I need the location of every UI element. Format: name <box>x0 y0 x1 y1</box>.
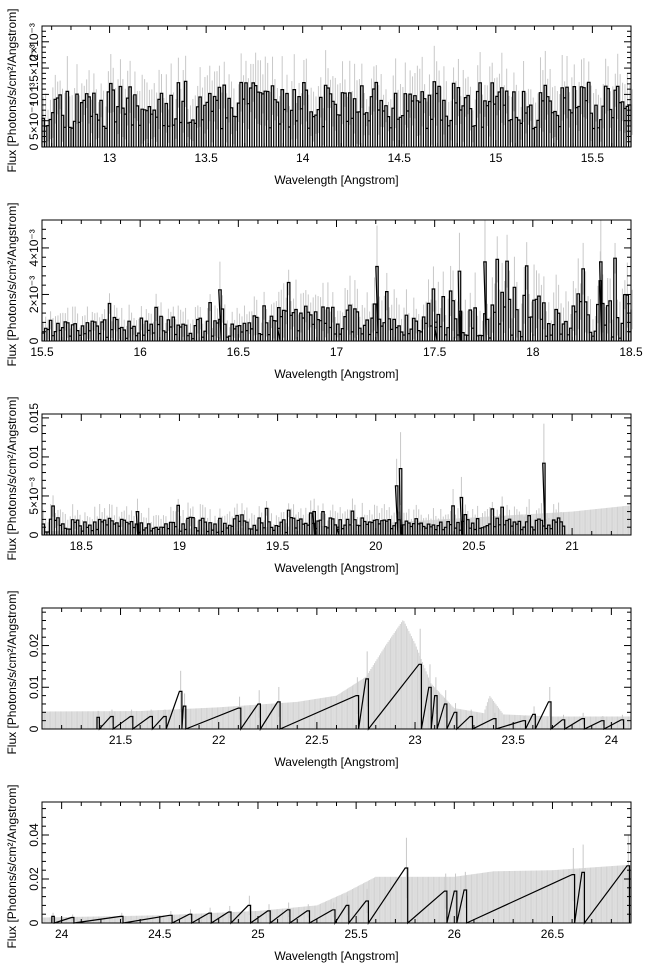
y-tick-label: 10⁻³ <box>27 83 41 107</box>
x-tick-label: 23.5 <box>502 733 526 747</box>
y-ticks <box>42 808 631 924</box>
y-tick-label: 0 <box>27 143 41 150</box>
x-tick-label: 23 <box>408 733 422 747</box>
x-tick-label: 17 <box>330 345 344 359</box>
spectrum-panel: 13 13.5 14 14.5 15 15.5 0 5×10⁻⁴10⁻³1.5×10⁻³2×1… <box>5 8 633 187</box>
x-tick-label: 21 <box>565 539 579 553</box>
model-envelope <box>42 864 631 923</box>
y-tick-label: 1.5×10⁻³ <box>27 44 41 91</box>
y-tick-label: 0.04 <box>27 823 41 847</box>
y-tick-label: 4×10⁻³ <box>27 229 41 266</box>
x-tick-label: 19 <box>173 539 187 553</box>
y-tick-label: 0.02 <box>27 867 41 891</box>
x-tick-label: 26.5 <box>541 927 565 941</box>
spectrum-panel: 21.5 22 22.5 23 23.5 24 0 0.01 0.02 Wavelength [A… <box>5 590 632 769</box>
y-ticks <box>42 417 631 536</box>
x-ticks <box>41 414 632 535</box>
x-axis-label: Wavelength [Angstrom] <box>274 949 398 963</box>
x-axis-label: Wavelength [Angstrom] <box>274 755 398 769</box>
y-tick-label: 0.015 <box>27 403 41 433</box>
x-ticks <box>51 26 632 147</box>
x-tick-label: 25 <box>251 927 265 941</box>
x-axis-label: Wavelength [Angstrom] <box>274 561 398 575</box>
data-histogram <box>41 80 632 147</box>
y-tick-label: 0 <box>27 725 41 732</box>
x-tick-label: 14 <box>296 151 310 165</box>
x-tick-label: 15.5 <box>30 345 54 359</box>
x-tick-label: 13.5 <box>194 151 218 165</box>
spectrum-panel: 18.5 19 19.5 20 20.5 21 0 5×10⁻³ 0.01 0.015 Wavele… <box>5 396 632 575</box>
y-axis-label: Flux [Photons/s/cm²/Angstrom] <box>5 202 19 366</box>
x-tick-label: 15 <box>489 151 503 165</box>
x-tick-label: 24 <box>605 733 619 747</box>
y-axis-label: Flux [Photons/s/cm²/Angstrom] <box>5 396 19 560</box>
x-ticks <box>41 220 632 341</box>
x-tick-label: 16 <box>133 345 147 359</box>
x-tick-label: 20.5 <box>462 539 486 553</box>
x-tick-label: 26 <box>448 927 462 941</box>
x-tick-label: 20 <box>369 539 383 553</box>
y-tick-label: 2×10⁻³ <box>27 23 41 60</box>
x-tick-label: 17.5 <box>423 345 447 359</box>
x-tick-label: 19.5 <box>266 539 290 553</box>
x-tick-label: 22 <box>212 733 226 747</box>
y-ticks <box>42 219 631 342</box>
y-tick-label: 0 <box>27 337 41 344</box>
x-tick-label: 24 <box>55 927 69 941</box>
x-tick-label: 15.5 <box>581 151 605 165</box>
y-ticks <box>42 25 631 148</box>
y-tick-label: 0.01 <box>27 445 41 469</box>
y-tick-label: 0 <box>27 919 41 926</box>
spectrum-panel: 24 24.5 25 25.5 26 26.5 0 0.02 0.04 Wavelength [A… <box>5 784 632 963</box>
x-ticks <box>41 802 632 923</box>
x-tick-label: 13 <box>103 151 117 165</box>
x-tick-label: 24.5 <box>148 927 172 941</box>
y-tick-label: 2×10⁻³ <box>27 276 41 313</box>
y-axis-label: Flux [Photons/s/cm²/Angstrom] <box>5 8 19 172</box>
y-tick-label: 5×10⁻³ <box>27 477 41 514</box>
y-ticks <box>42 611 631 730</box>
x-tick-label: 16.5 <box>227 345 251 359</box>
y-tick-label: 0.02 <box>27 634 41 658</box>
x-tick-label: 21.5 <box>109 733 133 747</box>
y-tick-label: 0 <box>27 531 41 538</box>
x-ticks <box>41 608 632 729</box>
y-axis-label: Flux [Photons/s/cm²/Angstrom] <box>5 784 19 948</box>
x-axis-label: Wavelength [Angstrom] <box>274 367 398 381</box>
y-tick-label: 0.01 <box>27 675 41 699</box>
y-axis-label: Flux [Photons/s/cm²/Angstrom] <box>5 590 19 754</box>
spectrum-panel: 15.5 16 16.5 17 17.5 18 18.5 0 2×10⁻³ 4×10⁻³ Wavel… <box>5 202 643 381</box>
y-tick-label: 5×10⁻⁴ <box>27 101 41 140</box>
x-axis-label: Wavelength [Angstrom] <box>274 173 398 187</box>
x-tick-label: 18.5 <box>619 345 643 359</box>
x-tick-label: 18 <box>526 345 540 359</box>
x-tick-label: 18.5 <box>70 539 94 553</box>
x-tick-label: 25.5 <box>344 927 368 941</box>
data-histogram <box>41 257 632 342</box>
x-tick-label: 14.5 <box>388 151 412 165</box>
x-tick-label: 22.5 <box>305 733 329 747</box>
data-histogram <box>51 865 631 926</box>
plot-frame <box>41 25 632 148</box>
